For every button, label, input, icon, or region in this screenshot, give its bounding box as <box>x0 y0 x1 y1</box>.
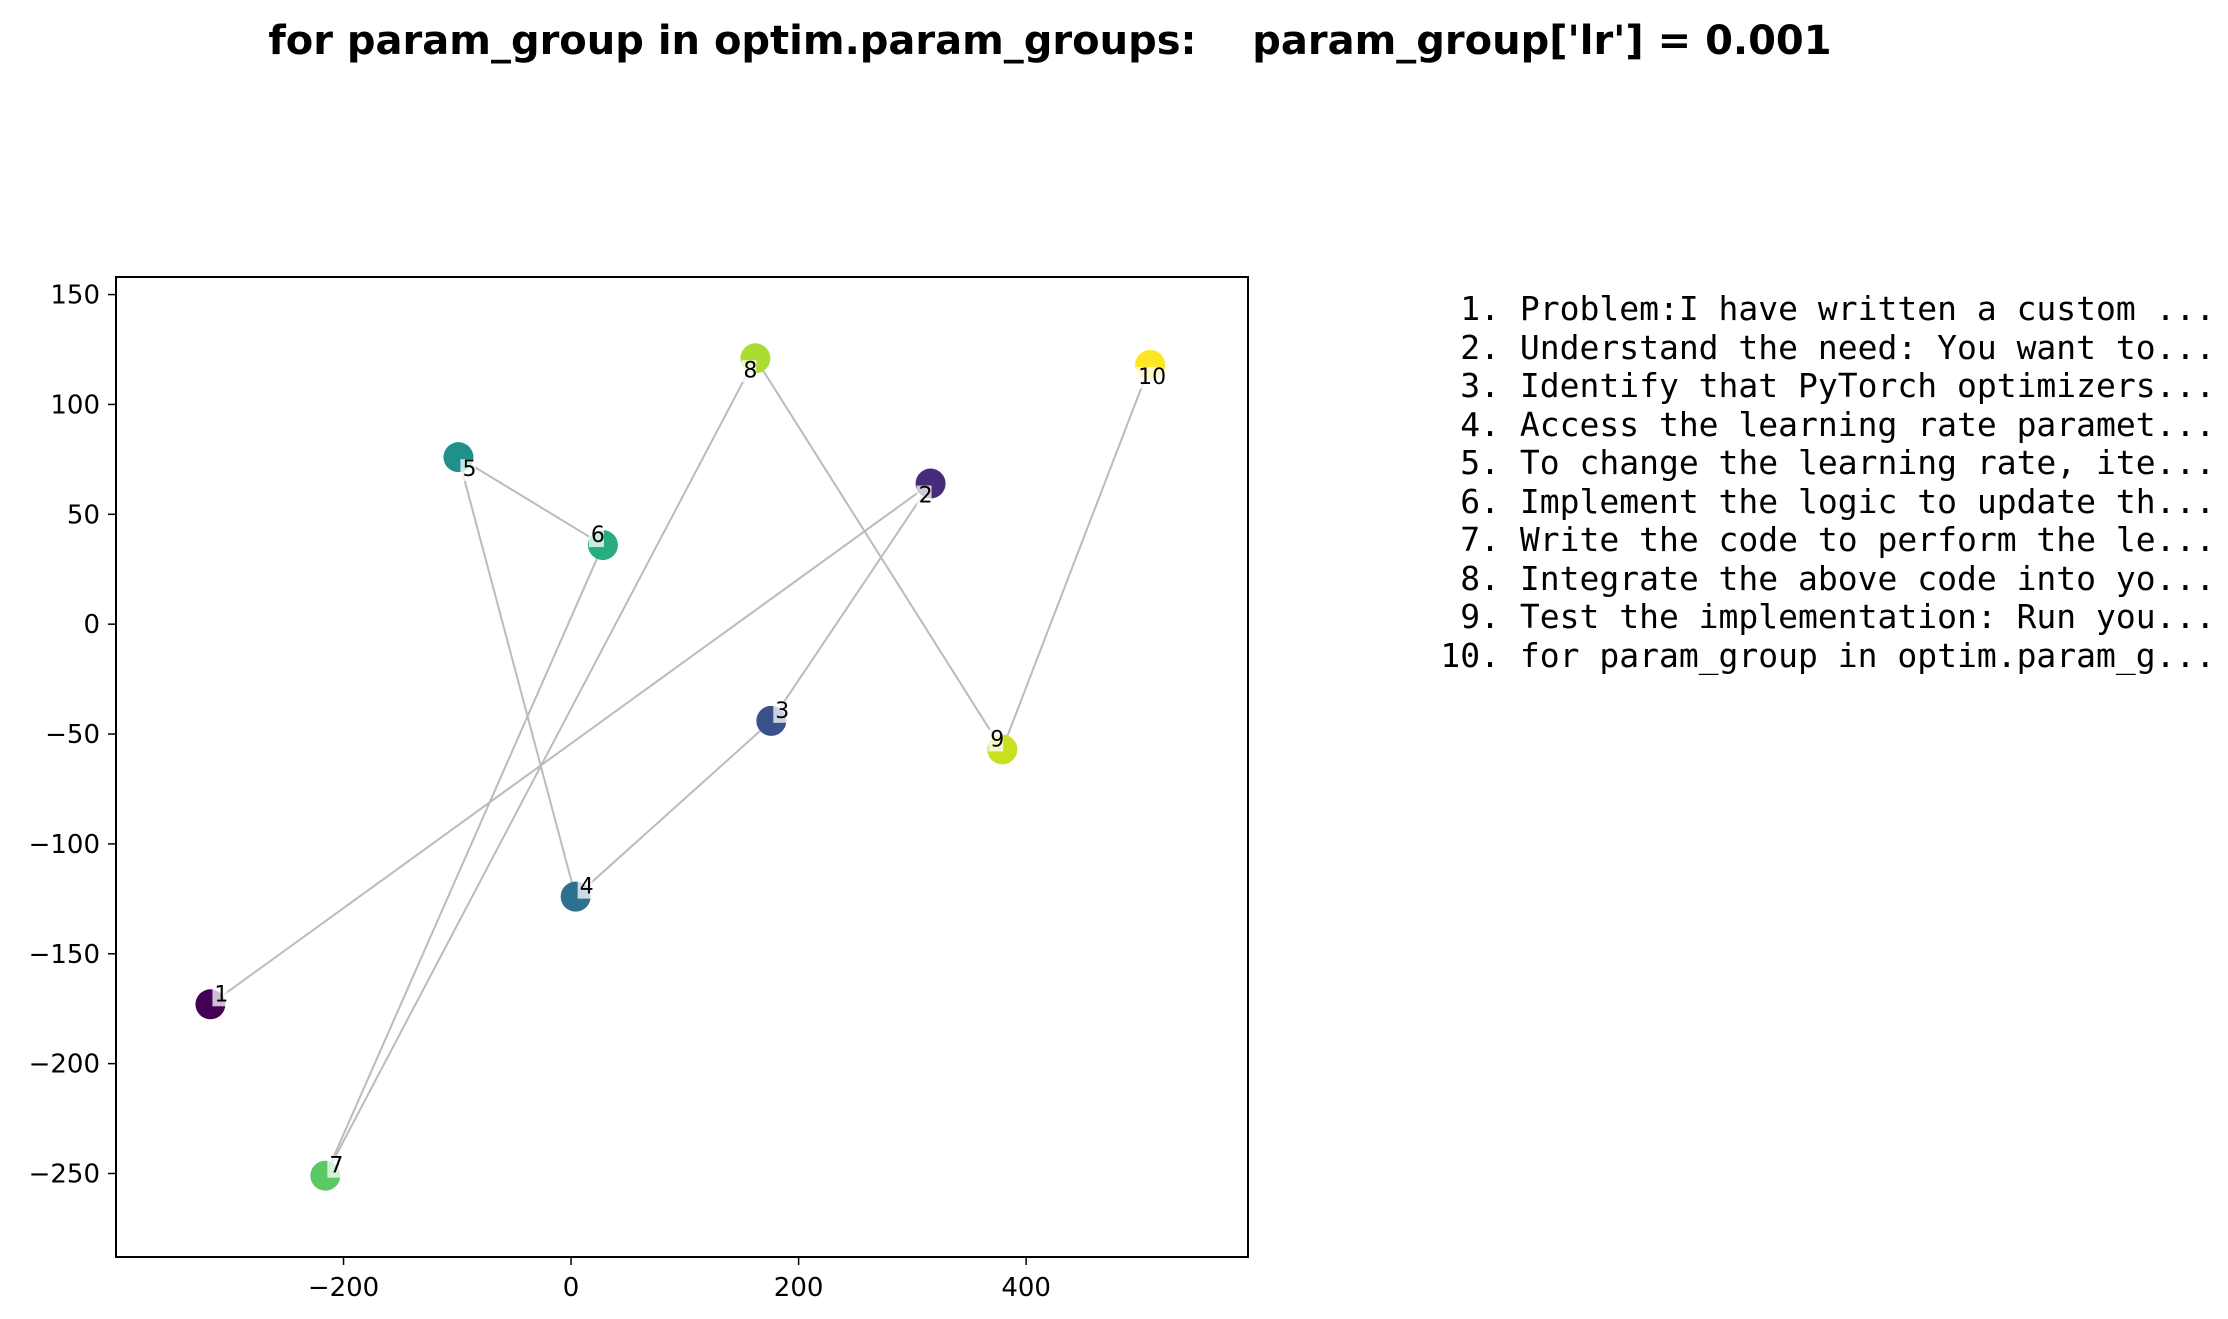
point-label: 2 <box>919 484 933 509</box>
steps-list: 1. Problem:I have written a custom ... 2… <box>1420 289 2216 676</box>
connector-line <box>574 720 772 898</box>
y-tick-label: −100 <box>29 830 100 860</box>
step-item: 1. Problem:I have written a custom ... <box>1420 289 2216 329</box>
chart-title: for param_group in optim.param_groups: p… <box>268 18 1832 64</box>
x-tick-label: 200 <box>774 1273 824 1303</box>
step-number: 5. <box>1460 443 1500 482</box>
step-text: Understand the need: You want to... <box>1519 327 2216 367</box>
connector-line <box>457 456 577 897</box>
step-text: Access the learning rate paramet... <box>1519 404 2216 444</box>
point-label-bg <box>212 984 228 1007</box>
step-item: 7. Write the code to perform the le... <box>1420 520 2216 560</box>
y-tick-label: 150 <box>50 281 100 311</box>
step-text: Implement the logic to update th... <box>1519 481 2216 521</box>
connector-line <box>324 357 757 1177</box>
point-label: 1 <box>214 982 228 1007</box>
step-item: 10. for param_group in optim.param_g... <box>1420 635 2216 676</box>
point-label: 7 <box>329 1154 343 1179</box>
connector-line <box>324 544 604 1177</box>
step-item: 5. To change the learning rate, ite... <box>1420 443 2216 483</box>
point-label-bg <box>588 525 604 548</box>
step-text: Problem:I have written a custom ... <box>1519 289 2216 328</box>
step-number: 9. <box>1460 597 1500 636</box>
step-text: Write the code to perform the le... <box>1519 520 2216 559</box>
y-tick-label: −200 <box>29 1050 100 1080</box>
point-label: 10 <box>1138 365 1166 390</box>
y-tick-label: −150 <box>29 940 100 970</box>
point-label-bg <box>577 876 593 899</box>
point-label-bg <box>916 485 932 508</box>
step-item: 3. Identify that PyTorch optimizers... <box>1420 366 2216 406</box>
connector-line <box>209 482 932 1006</box>
connector-line <box>770 482 932 722</box>
step-number: 6. <box>1460 481 1500 521</box>
step-number: 8. <box>1460 558 1500 598</box>
y-tick-label: −250 <box>29 1160 100 1190</box>
step-number: 7. <box>1460 520 1500 559</box>
step-item: 9. Test the implementation: Run you... <box>1420 597 2216 637</box>
point-label: 6 <box>591 523 605 548</box>
y-tick-label: 0 <box>83 610 100 640</box>
point-label: 4 <box>580 875 594 900</box>
x-tick-label: 400 <box>1001 1273 1051 1303</box>
x-tick-label: 0 <box>563 1273 580 1303</box>
step-text: Integrate the above code into yo... <box>1519 558 2216 598</box>
step-text: To change the learning rate, ite... <box>1519 443 2216 482</box>
y-tick-label: 50 <box>67 500 100 530</box>
plot-frame <box>115 276 1249 1258</box>
step-number: 3. <box>1460 366 1500 405</box>
step-number: 10. <box>1440 635 1500 675</box>
step-number: 1. <box>1460 289 1500 328</box>
point-label-bg <box>988 729 1004 752</box>
point-label: 8 <box>743 358 757 383</box>
point-label: 3 <box>775 699 789 724</box>
point-label-bg <box>1136 366 1163 389</box>
step-text: for param_group in optim.param_g... <box>1519 635 2216 675</box>
point-label-bg <box>773 700 789 723</box>
step-text: Test the implementation: Run you... <box>1519 597 2216 636</box>
point-label-bg <box>327 1155 343 1178</box>
connector-line <box>1001 364 1152 750</box>
step-item: 6. Implement the logic to update th... <box>1420 481 2216 522</box>
step-item: 8. Integrate the above code into yo... <box>1420 558 2216 599</box>
connector-line <box>754 357 1004 750</box>
point-label: 5 <box>462 457 476 482</box>
step-text: Identify that PyTorch optimizers... <box>1519 366 2216 405</box>
step-number: 4. <box>1460 404 1500 444</box>
y-tick-label: 100 <box>50 390 100 420</box>
point-label: 9 <box>990 727 1004 752</box>
step-number: 2. <box>1460 327 1500 367</box>
connector-line <box>457 456 604 546</box>
step-item: 2. Understand the need: You want to... <box>1420 327 2216 368</box>
step-item: 4. Access the learning rate paramet... <box>1420 404 2216 445</box>
point-label-bg <box>460 459 476 482</box>
x-tick-label: −200 <box>308 1273 379 1303</box>
y-tick-label: −50 <box>45 720 100 750</box>
point-label-bg <box>741 360 757 383</box>
